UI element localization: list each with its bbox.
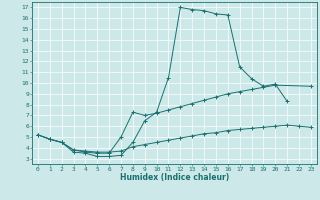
X-axis label: Humidex (Indice chaleur): Humidex (Indice chaleur) [120, 173, 229, 182]
